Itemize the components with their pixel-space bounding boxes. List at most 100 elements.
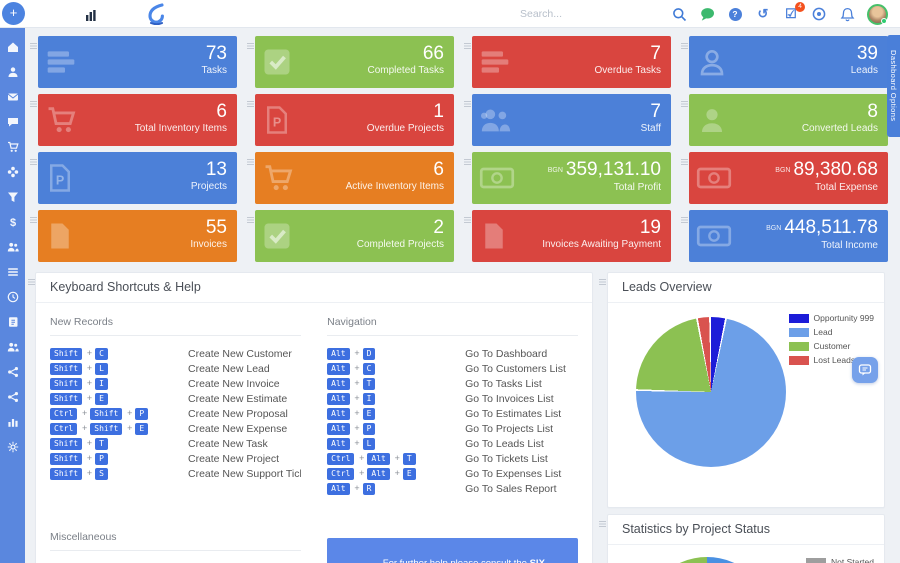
panel-drag-handle[interactable] xyxy=(597,514,607,563)
drag-handle[interactable] xyxy=(245,94,255,146)
cart-icon xyxy=(265,165,293,191)
drag-handle[interactable] xyxy=(679,36,689,88)
drag-handle[interactable] xyxy=(245,36,255,88)
shortcut-keys: AltC xyxy=(327,362,465,375)
flower-icon[interactable] xyxy=(0,159,25,184)
panel-drag-handle[interactable] xyxy=(28,272,35,563)
stat-cards-grid: 73 Tasks 66 Completed Tasks 7 Overdue Ta… xyxy=(28,36,888,262)
drag-handle[interactable] xyxy=(462,210,472,262)
chat-widget-button[interactable] xyxy=(852,357,878,383)
drag-handle[interactable] xyxy=(679,210,689,262)
drag-handle[interactable] xyxy=(28,36,38,88)
user-avatar[interactable] xyxy=(867,3,888,25)
leads-pie-chart[interactable] xyxy=(636,317,786,467)
stat-value: 6 xyxy=(216,101,227,122)
share-icon[interactable] xyxy=(0,359,25,384)
help-text-before: For further help please consult the xyxy=(383,558,530,563)
user-lock-icon[interactable] xyxy=(0,59,25,84)
bell-icon[interactable] xyxy=(839,6,855,22)
stat-card-completed-projects[interactable]: 2 Completed Projects xyxy=(255,210,454,262)
list-icon[interactable] xyxy=(0,259,25,284)
timer-icon[interactable] xyxy=(811,6,827,22)
sidebar-toggle-button[interactable]: + xyxy=(2,2,25,25)
stat-card-converted-leads[interactable]: 8 Converted Leads xyxy=(689,94,888,146)
settings-gear-icon[interactable] xyxy=(0,434,25,459)
drag-handle[interactable] xyxy=(462,36,472,88)
dashboard-options-tab[interactable]: Dashboard Options xyxy=(887,35,900,137)
drag-handle[interactable] xyxy=(28,94,38,146)
stat-card-invoices[interactable]: 55 Invoices xyxy=(38,210,237,262)
comment-icon[interactable] xyxy=(0,109,25,134)
stat-card-overdue-tasks[interactable]: 7 Overdue Tasks xyxy=(472,36,671,88)
share-alt-icon[interactable] xyxy=(0,384,25,409)
stat-label: Total Profit xyxy=(613,182,661,193)
panel-title: Statistics by Project Status xyxy=(608,515,884,545)
legend-label: Customer xyxy=(813,341,851,351)
key-chip: Alt xyxy=(327,407,360,420)
legend-item[interactable]: Lead xyxy=(788,327,874,337)
key-chip: P xyxy=(135,407,149,420)
drag-handle[interactable] xyxy=(28,152,38,204)
legend-item[interactable]: Not Started xyxy=(806,557,874,563)
stat-card-total-inventory-items[interactable]: 6 Total Inventory Items xyxy=(38,94,237,146)
filter-icon[interactable] xyxy=(0,184,25,209)
section-title-navigation: Navigation xyxy=(327,307,579,336)
legend-swatch-customer xyxy=(788,341,809,351)
svg-text:P: P xyxy=(273,115,281,129)
address-book-icon[interactable] xyxy=(0,309,25,334)
stat-card-total-income[interactable]: BGN 448,511.78 Total Income xyxy=(689,210,888,262)
stat-card-overdue-projects[interactable]: P 1 Overdue Projects xyxy=(255,94,454,146)
project-status-pie-chart[interactable] xyxy=(642,557,772,563)
project-file-icon: P xyxy=(50,164,70,192)
users-icon[interactable] xyxy=(0,334,25,359)
drag-handle[interactable] xyxy=(245,210,255,262)
stat-card-staff[interactable]: 7 Staff xyxy=(472,94,671,146)
chart-bars-icon[interactable] xyxy=(0,409,25,434)
clock-icon[interactable] xyxy=(0,284,25,309)
search-input[interactable] xyxy=(520,4,685,24)
drag-handle[interactable] xyxy=(462,152,472,204)
stat-card-active-inventory-items[interactable]: 6 Active Inventory Items xyxy=(255,152,454,204)
dollar-icon[interactable]: $ xyxy=(0,209,25,234)
shortcut-keys: AltL xyxy=(327,437,465,450)
panel-drag-handle[interactable] xyxy=(597,272,607,508)
manual-link[interactable]: SIX ERP Manual xyxy=(383,558,545,563)
drag-handle[interactable] xyxy=(679,152,689,204)
stat-card-total-expense[interactable]: BGN 89,380.68 Total Expense xyxy=(689,152,888,204)
svg-text:$: $ xyxy=(9,217,15,228)
legend-item[interactable]: Lost Leads xyxy=(788,355,874,365)
drag-handle[interactable] xyxy=(28,210,38,262)
stat-card-completed-tasks[interactable]: 66 Completed Tasks xyxy=(255,36,454,88)
history-icon[interactable]: ↺ xyxy=(757,6,769,21)
drag-handle[interactable] xyxy=(679,94,689,146)
search-icon[interactable] xyxy=(671,6,687,22)
drag-handle[interactable] xyxy=(245,152,255,204)
chart-mini-icon[interactable] xyxy=(86,8,96,26)
legend-item[interactable]: Opportunity 999 xyxy=(788,313,874,323)
drag-handle[interactable] xyxy=(462,94,472,146)
six-erp-logo[interactable] xyxy=(146,3,167,30)
notification-badge: 4 xyxy=(795,2,805,12)
key-chip: E xyxy=(135,422,149,435)
home-icon[interactable] xyxy=(0,34,25,59)
mail-icon[interactable] xyxy=(0,84,25,109)
help-box: ? For further help please consult the SI… xyxy=(327,538,579,563)
key-chip: Shift xyxy=(90,407,132,420)
currency-prefix: BGN xyxy=(766,225,782,232)
stat-card-leads[interactable]: 39 Leads xyxy=(689,36,888,88)
todo-icon[interactable]: ☑ 4 xyxy=(783,2,805,22)
key-chip: Alt xyxy=(327,437,360,450)
legend-item[interactable]: Customer xyxy=(788,341,874,351)
cart-icon[interactable] xyxy=(0,134,25,159)
stat-card-projects[interactable]: P 13 Projects xyxy=(38,152,237,204)
top-bar: + ? ↺ ☑ 4 xyxy=(0,0,900,28)
stat-card-tasks[interactable]: 73 Tasks xyxy=(38,36,237,88)
staff-icon[interactable] xyxy=(0,234,25,259)
shortcut-desc: Go To Customers List xyxy=(465,362,566,375)
chat-icon[interactable] xyxy=(699,6,715,22)
key-chip: S xyxy=(95,467,108,480)
leads-legend: Opportunity 999 Lead Customer Lost Leads xyxy=(788,313,874,369)
stat-card-invoices-awaiting-payment[interactable]: 19 Invoices Awaiting Payment xyxy=(472,210,671,262)
stat-card-total-profit[interactable]: BGN 359,131.10 Total Profit xyxy=(472,152,671,204)
help-icon[interactable]: ? xyxy=(727,6,743,22)
